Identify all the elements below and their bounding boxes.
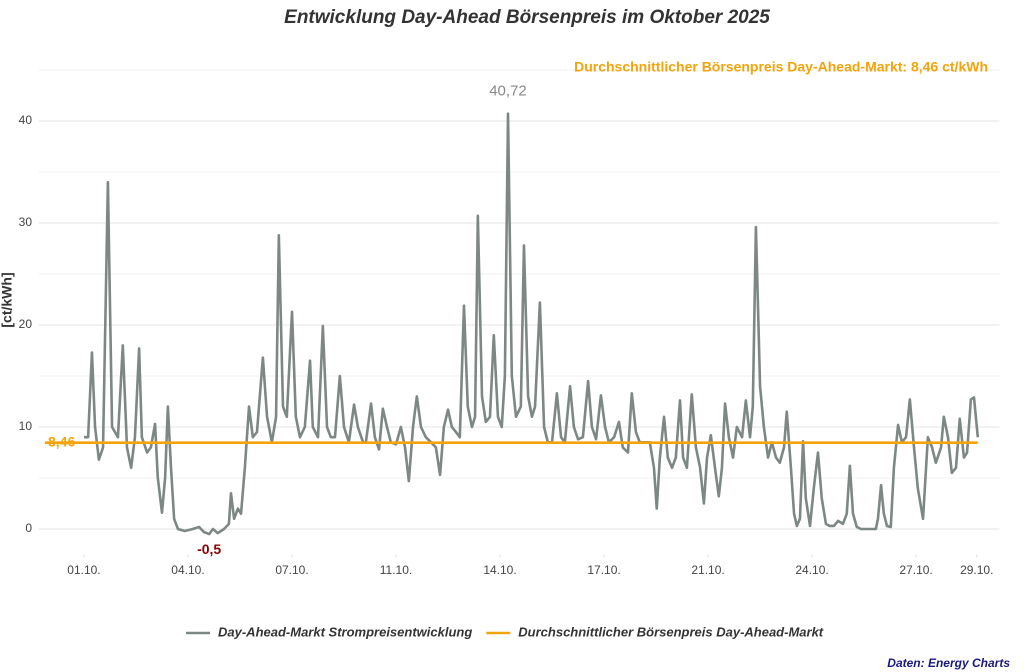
x-tick-label: 21.10. [691,563,724,577]
chart-title: Entwicklung Day-Ahead Börsenpreis im Okt… [284,7,770,28]
annotation: 40,72 [489,83,527,100]
x-tick-label: 14.10. [483,563,516,577]
average-text: Durchschnittlicher Börsenpreis Day-Ahead… [574,59,988,75]
y-tick-label: 20 [19,317,33,331]
x-tick-label: 24.10. [795,563,828,577]
source: Daten: Energy Charts [887,656,1010,670]
y-tick-label: 10 [19,419,33,433]
x-tick-label: 27.10. [899,563,932,577]
legend-label: Durchschnittlicher Börsenpreis Day-Ahead… [518,624,824,639]
x-tick-label: 04.10. [171,563,204,577]
legend-label: Day-Ahead-Markt Strompreisentwicklung [218,624,472,639]
x-tick-label: 01.10. [67,563,100,577]
price-line [83,112,980,536]
y-axis-label: [ct/kWh] [0,272,15,327]
y-tick-label: 0 [25,521,32,535]
x-tick-label: 11.10. [380,563,412,577]
annotation: -0,5 [197,541,221,557]
x-tick-label: 29.10. [960,563,993,577]
x-tick-label: 17.10. [587,563,620,577]
y-tick-label: 30 [19,215,33,229]
average-value-label: 8,46 [48,433,75,449]
x-tick-label: 07.10. [275,563,308,577]
y-tick-label: 40 [19,113,33,127]
